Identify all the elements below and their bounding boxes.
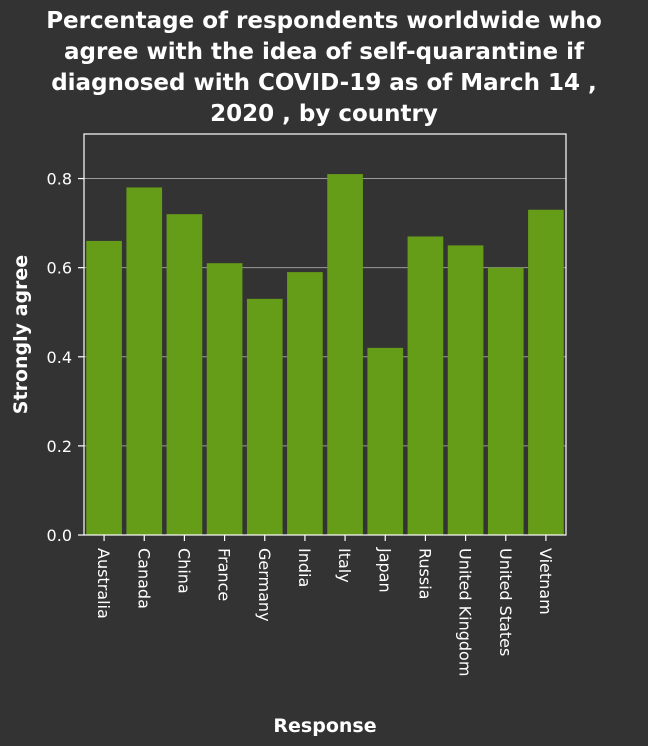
x-axis-title: Response <box>273 715 376 737</box>
bar-united-states <box>487 267 524 535</box>
chart-title-line-4: 2020 , by country <box>210 101 438 127</box>
x-tick-label: United Kingdom <box>456 548 475 676</box>
bar-china <box>166 214 203 535</box>
y-axis-title: Strongly agree <box>10 255 32 414</box>
chart-title-line-3: diagnosed with COVID-19 as of March 14 , <box>51 70 597 96</box>
bar-japan <box>367 347 404 535</box>
bar-russia <box>407 236 444 535</box>
chart-title-line-1: Percentage of respondents worldwide who <box>46 8 602 34</box>
chart-title: Percentage of respondents worldwide who … <box>0 6 648 130</box>
x-tick-label: Germany <box>255 548 274 622</box>
x-tick-label: Vietnam <box>536 548 555 615</box>
x-tick-label: India <box>295 548 314 587</box>
x-tick-label: Japan <box>375 547 394 593</box>
y-tick-label: 0.0 <box>47 526 72 545</box>
bar-germany <box>246 298 283 535</box>
plot-frame <box>83 133 567 536</box>
y-tick-label: 0.8 <box>47 170 72 189</box>
x-tick-label: France <box>215 548 234 601</box>
x-tick-label: United States <box>496 548 515 656</box>
x-tick-label: Italy <box>335 548 354 583</box>
y-tick-label: 0.2 <box>47 437 72 456</box>
y-tick-label: 0.6 <box>47 259 72 278</box>
bar-australia <box>86 240 122 535</box>
x-tick-label: Australia <box>94 548 113 619</box>
x-tick-label: Russia <box>415 548 434 599</box>
y-tick-label: 0.4 <box>47 348 72 367</box>
bar-italy <box>327 174 363 535</box>
bar-united-kingdom <box>447 245 484 535</box>
bar-france <box>206 263 243 535</box>
x-tick-label: China <box>174 548 193 594</box>
bar-vietnam <box>528 209 564 535</box>
bar-india <box>287 272 323 535</box>
bar-canada <box>126 187 163 535</box>
chart-title-line-2: agree with the idea of self-quarantine i… <box>64 39 584 65</box>
x-tick-label: Canada <box>134 548 153 609</box>
